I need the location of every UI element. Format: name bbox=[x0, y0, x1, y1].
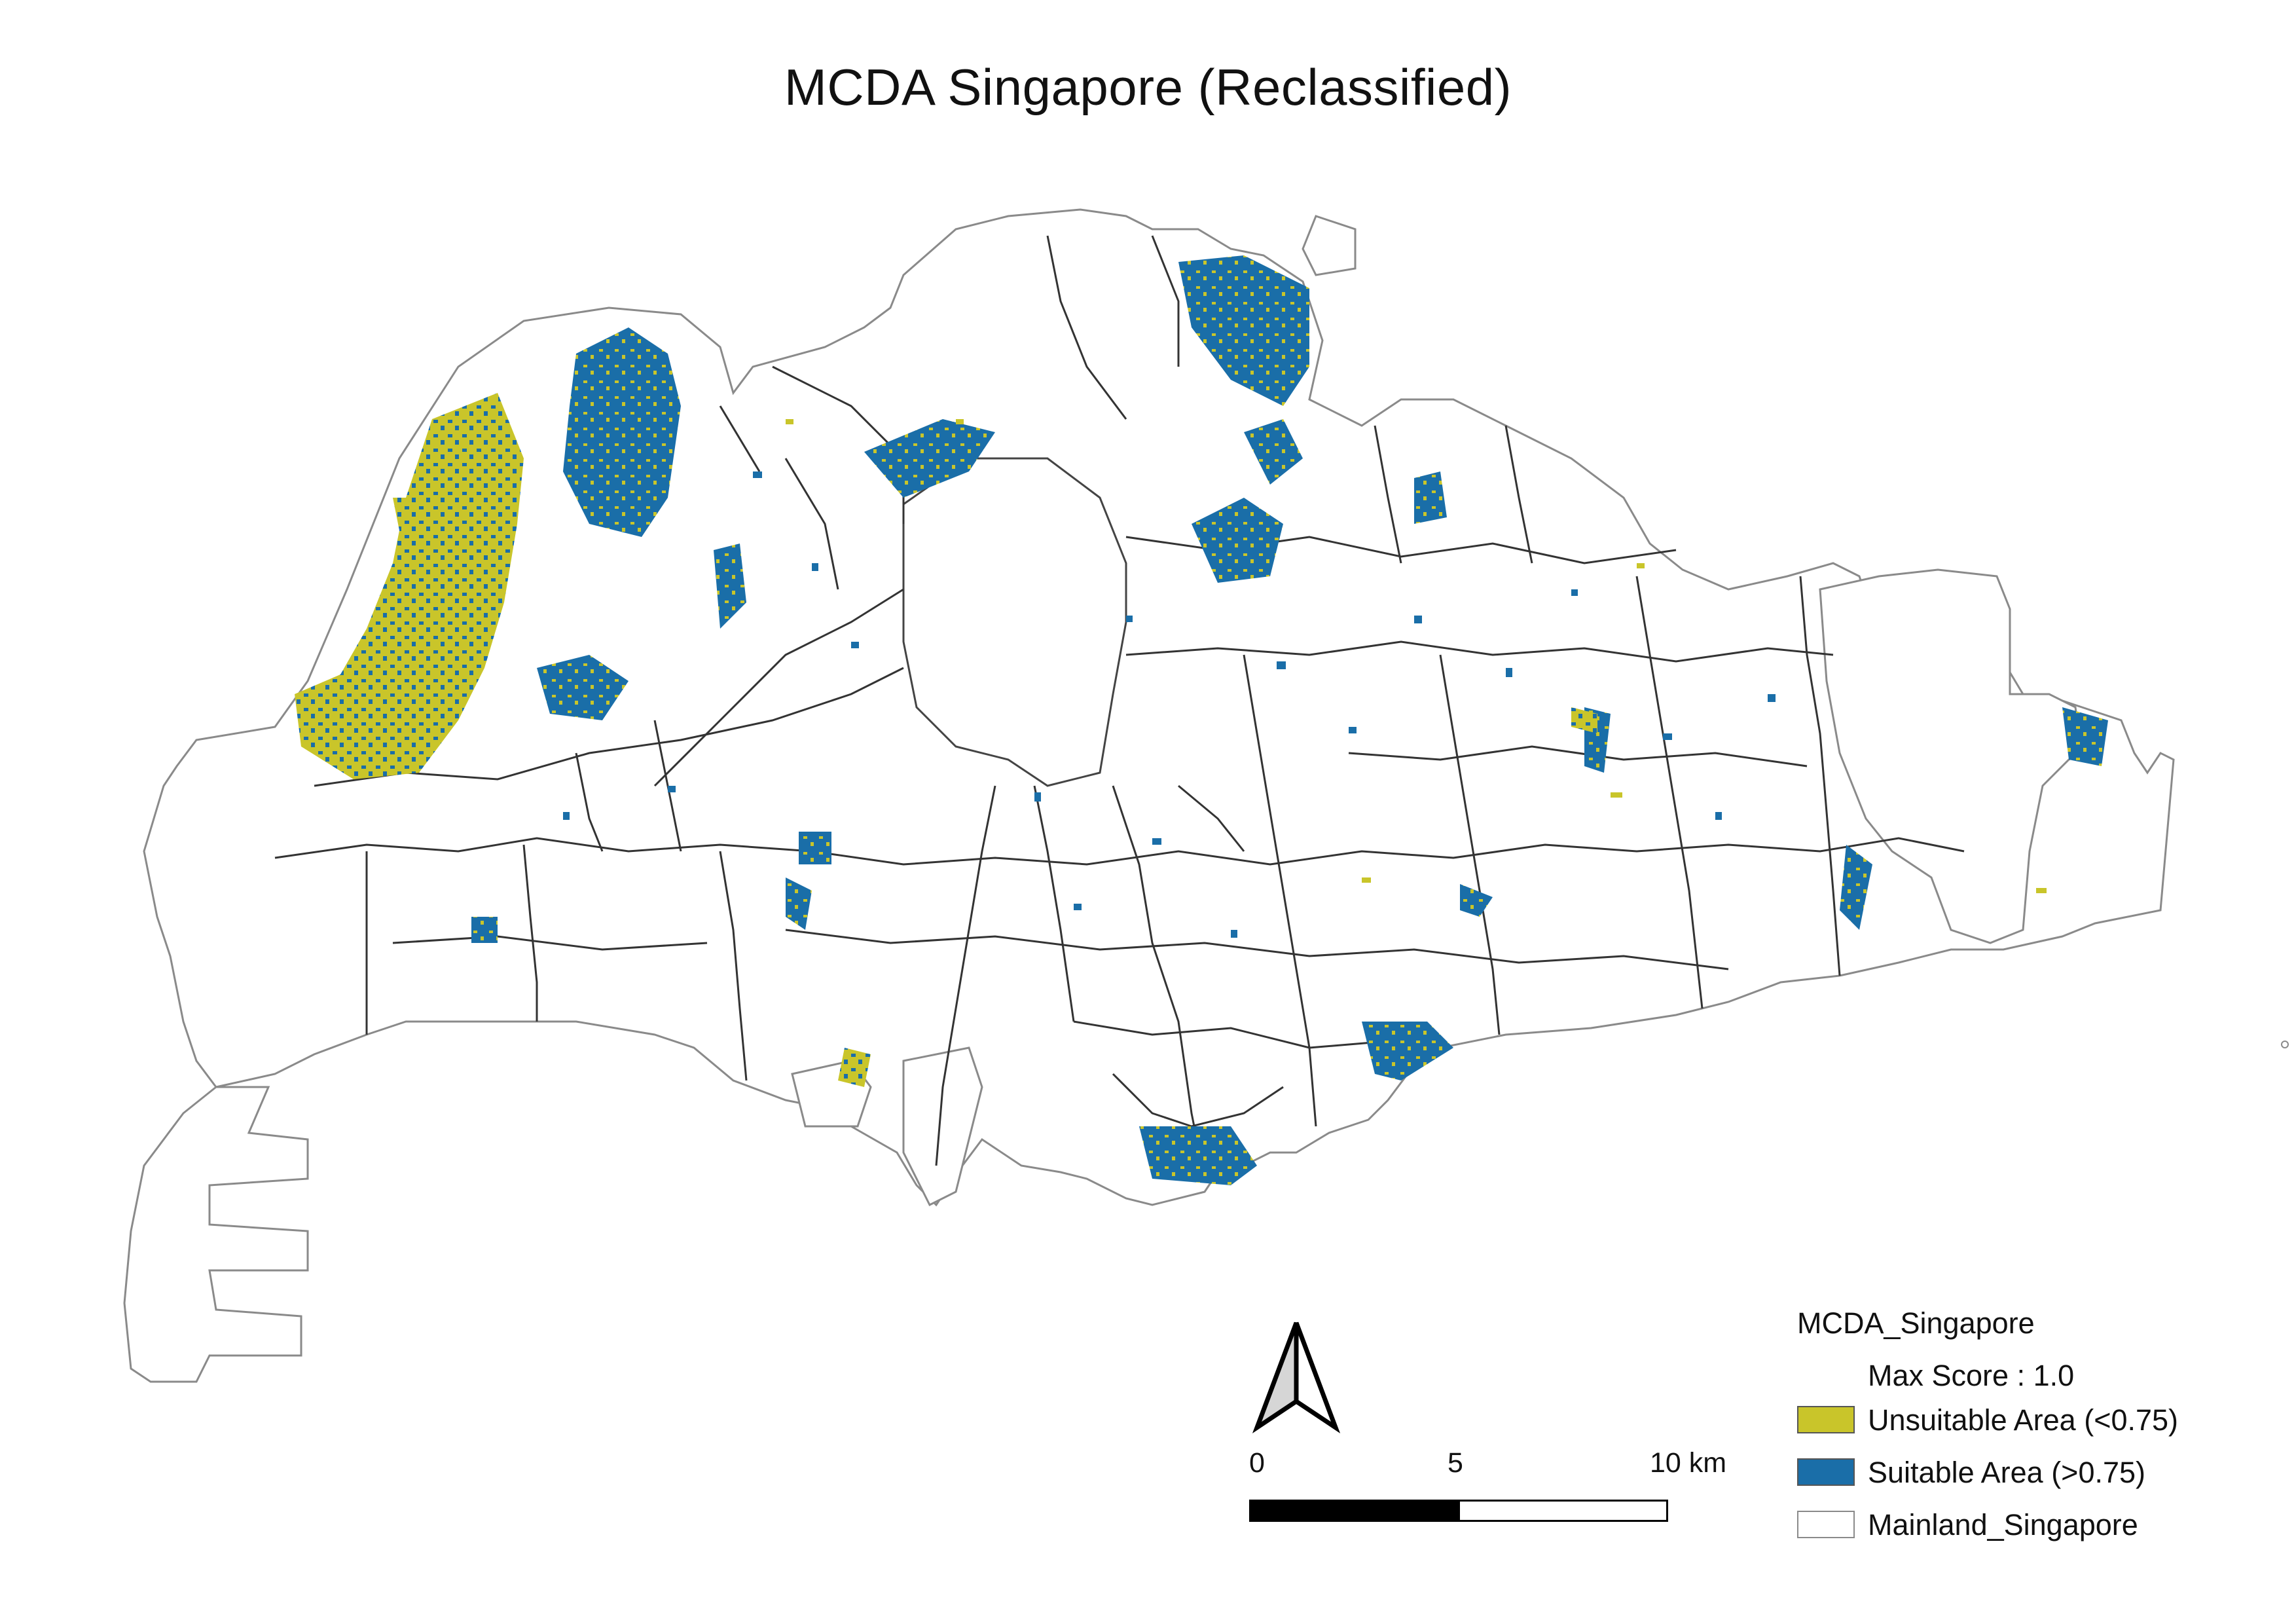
scattered-specks bbox=[563, 471, 1776, 938]
island-outline bbox=[902, 1046, 983, 1207]
legend-swatch-suitable bbox=[1797, 1458, 1855, 1486]
scale-segment-black bbox=[1249, 1500, 1460, 1522]
legend-label-unsuitable: Unsuitable Area (<0.75) bbox=[1868, 1403, 2179, 1437]
legend-label-suitable: Suitable Area (>0.75) bbox=[1868, 1456, 2146, 1489]
legend-subtitle: Max Score : 1.0 bbox=[1868, 1359, 2075, 1392]
changi-outline bbox=[1819, 568, 2083, 944]
scale-tick-0: 0 bbox=[1249, 1447, 1265, 1479]
legend-swatch-unsuitable bbox=[1797, 1406, 1855, 1433]
legend-title: MCDA_Singapore bbox=[1797, 1306, 2035, 1340]
island-outline bbox=[1302, 215, 1357, 276]
island-outline bbox=[2281, 1041, 2289, 1048]
scale-bar: 0 5 10 km bbox=[1249, 1447, 1726, 1526]
scattered-specks bbox=[786, 419, 2047, 893]
legend-swatch-mainland bbox=[1797, 1511, 1855, 1538]
north-arrow-icon bbox=[1252, 1321, 1341, 1433]
legend-label-mainland: Mainland_Singapore bbox=[1868, 1508, 2138, 1541]
central-catchment bbox=[902, 457, 1127, 787]
subzone-boundaries bbox=[274, 235, 1965, 1179]
scale-segment-white bbox=[1458, 1500, 1668, 1522]
tuas-outline bbox=[123, 1086, 309, 1383]
scale-tick-5: 5 bbox=[1448, 1447, 1463, 1479]
page-title: MCDA Singapore (Reclassified) bbox=[784, 58, 1512, 116]
unsuitable-patches bbox=[295, 393, 1597, 1087]
suitable-patches bbox=[471, 255, 2108, 1185]
scale-tick-10: 10 km bbox=[1650, 1447, 1727, 1479]
